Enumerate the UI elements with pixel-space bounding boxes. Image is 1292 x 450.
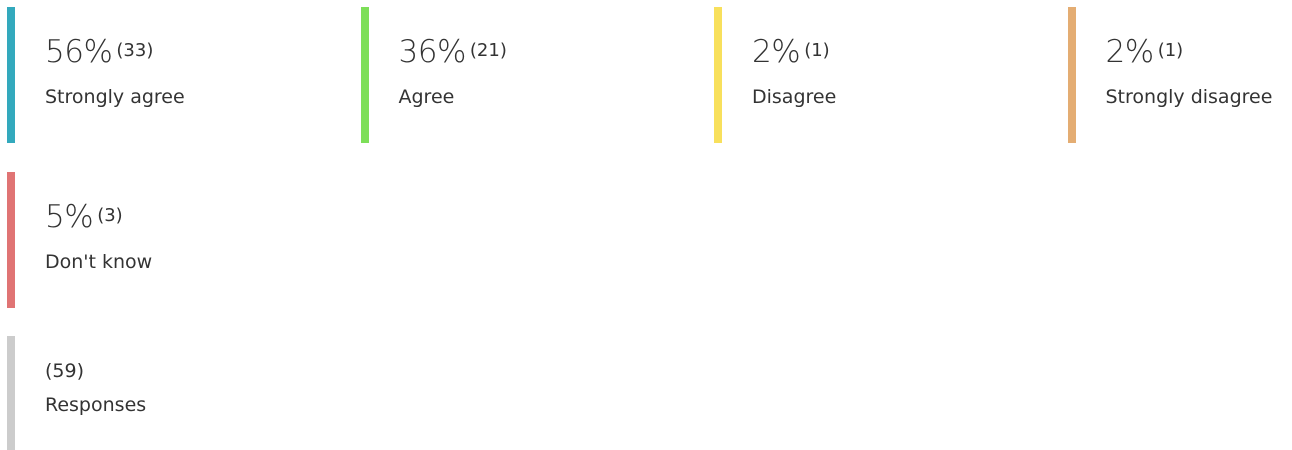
stat-label: Strongly disagree	[1105, 86, 1273, 108]
stat-block: 2% (1) Strongly disagree	[1067, 7, 1292, 143]
stat-block: 2% (1) Disagree	[714, 7, 1054, 143]
stat-head: 36% (21)	[399, 31, 507, 72]
stat-count: (3)	[97, 205, 123, 226]
color-bar	[7, 7, 15, 143]
stat-percent: 56%	[45, 34, 113, 70]
stat-percent: 5%	[45, 199, 94, 235]
stat-head: 56% (33)	[45, 31, 153, 72]
stat-percent: 2%	[1105, 34, 1155, 70]
stat-label: Agree	[398, 86, 455, 108]
stat-head: 2% (1)	[1106, 31, 1184, 72]
stat-count: (33)	[116, 40, 154, 61]
stat-head: 5% (3)	[45, 196, 123, 237]
total-block: (59) Responses	[7, 336, 347, 450]
color-bar	[714, 7, 722, 143]
stat-head: 2% (1)	[752, 31, 830, 72]
stat-count: (1)	[804, 40, 830, 61]
color-bar	[7, 336, 15, 450]
stat-block: 5% (3) Don't know	[7, 172, 347, 308]
stat-block: 56% (33) Strongly agree	[7, 7, 347, 143]
total-label: Responses	[45, 394, 147, 416]
stat-count: (21)	[469, 40, 507, 61]
stat-percent: 2%	[752, 34, 801, 70]
stat-block: 36% (21) Agree	[360, 7, 701, 143]
stat-label: Don't know	[45, 251, 153, 273]
color-bar	[7, 172, 15, 308]
stat-label: Disagree	[752, 86, 837, 108]
color-bar	[360, 7, 369, 143]
stat-percent: 36%	[398, 34, 467, 70]
stat-label: Strongly agree	[45, 86, 185, 108]
stat-count: (1)	[1157, 40, 1184, 61]
color-bar	[1067, 7, 1076, 143]
total-count: (59)	[45, 360, 85, 382]
